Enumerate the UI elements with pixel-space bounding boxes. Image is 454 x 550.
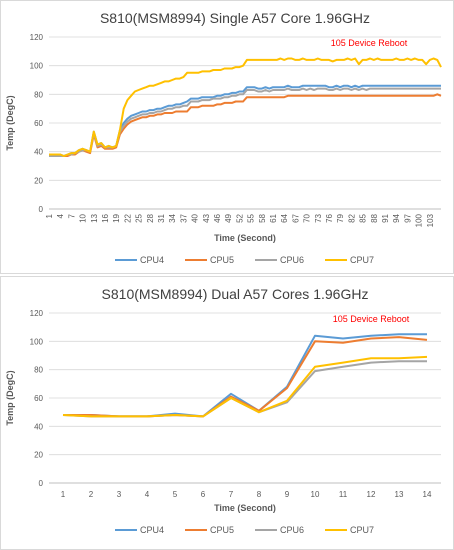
y-tick-label: 80	[34, 90, 43, 99]
series-line-cpu7	[62, 355, 428, 418]
x-tick-label: 28	[146, 213, 155, 222]
x-tick-label: 85	[359, 213, 368, 222]
chart-title: S810(MSM8994) Single A57 Core 1.96GHz	[100, 10, 370, 26]
x-tick-label: 6	[201, 490, 206, 499]
x-tick-label: 11	[339, 490, 348, 499]
x-tick-label: 61	[269, 213, 278, 222]
y-axis-label: Temp (DegC)	[5, 95, 15, 150]
x-axis-label: Time (Second)	[214, 233, 276, 243]
x-tick-label: 31	[157, 213, 166, 222]
y-tick-label: 100	[30, 337, 44, 346]
legend-label: CPU6	[280, 525, 304, 535]
legend-label: CPU5	[210, 255, 234, 265]
y-tick-label: 120	[30, 33, 44, 42]
x-tick-label: 79	[336, 213, 345, 222]
y-tick-label: 120	[30, 309, 44, 318]
x-tick-label: 67	[291, 213, 300, 222]
x-tick-label: 1	[61, 490, 66, 499]
x-tick-label: 2	[89, 490, 94, 499]
x-tick-label: 76	[325, 213, 334, 222]
x-tick-label: 10	[311, 490, 320, 499]
x-tick-label: 7	[229, 490, 234, 499]
x-tick-label: 58	[258, 213, 267, 222]
x-tick-label: 55	[247, 213, 256, 222]
legend-label: CPU4	[140, 525, 164, 535]
legend-label: CPU6	[280, 255, 304, 265]
legend-label: CPU7	[350, 255, 374, 265]
y-tick-label: 0	[39, 205, 44, 214]
y-tick-label: 40	[34, 422, 43, 431]
x-tick-label: 12	[367, 490, 376, 499]
x-tick-label: 5	[173, 490, 178, 499]
x-tick-label: 97	[403, 213, 412, 222]
y-tick-label: 0	[39, 479, 44, 488]
x-tick-label: 37	[179, 213, 188, 222]
x-tick-label: 1	[45, 213, 54, 218]
x-tick-label: 22	[123, 213, 132, 222]
y-axis-label: Temp (DegC)	[5, 370, 15, 425]
y-tick-label: 20	[34, 176, 43, 185]
x-tick-label: 64	[280, 213, 289, 222]
chart-title: S810(MSM8994) Dual A57 Cores 1.96GHz	[102, 286, 369, 302]
series-line-cpu5	[49, 93, 442, 157]
x-tick-label: 19	[112, 213, 121, 222]
x-tick-label: 100	[415, 213, 424, 227]
x-tick-label: 13	[395, 490, 404, 499]
x-tick-label: 4	[56, 213, 65, 218]
x-tick-label: 70	[303, 213, 312, 222]
y-tick-label: 80	[34, 366, 43, 375]
x-tick-label: 13	[90, 213, 99, 222]
x-tick-label: 14	[423, 490, 432, 499]
x-tick-label: 73	[314, 213, 323, 222]
x-tick-label: 103	[426, 213, 435, 227]
x-tick-label: 94	[392, 213, 401, 222]
x-tick-label: 52	[235, 213, 244, 222]
legend-label: CPU4	[140, 255, 164, 265]
x-tick-label: 4	[145, 490, 150, 499]
x-tick-label: 25	[135, 213, 144, 222]
x-tick-label: 9	[285, 490, 290, 499]
legend-label: CPU5	[210, 525, 234, 535]
x-tick-label: 3	[117, 490, 122, 499]
y-tick-label: 20	[34, 451, 43, 460]
x-axis-label: Time (Second)	[214, 503, 276, 513]
chart-single-core: S810(MSM8994) Single A57 Core 1.96GHz 0 20…	[5, 10, 442, 265]
x-tick-label: 8	[257, 490, 262, 499]
x-tick-label: 82	[347, 213, 356, 222]
x-tick-label: 91	[381, 213, 390, 222]
y-tick-label: 40	[34, 148, 43, 157]
series-line-cpu7	[49, 57, 442, 157]
x-tick-label: 40	[191, 213, 200, 222]
x-tick-label: 16	[101, 213, 110, 222]
x-tick-label: 10	[79, 213, 88, 222]
y-tick-label: 60	[34, 119, 43, 128]
chart-dual-core: S810(MSM8994) Dual A57 Cores 1.96GHz 0 20 4…	[5, 286, 441, 535]
x-tick-label: 7	[67, 213, 76, 218]
x-tick-label: 34	[168, 213, 177, 222]
chart-panel-single-core: S810(MSM8994) Single A57 Core 1.96GHz 0 20…	[0, 0, 454, 274]
x-tick-label: 88	[370, 213, 379, 222]
x-tick-label: 46	[213, 213, 222, 222]
x-tick-label: 49	[224, 213, 233, 222]
reboot-annotation: 105 Device Reboot	[333, 314, 410, 324]
reboot-annotation: 105 Device Reboot	[331, 38, 408, 48]
y-tick-label: 60	[34, 394, 43, 403]
chart-panel-dual-core: S810(MSM8994) Dual A57 Cores 1.96GHz 0 20 4…	[0, 276, 454, 550]
x-tick-label: 43	[202, 213, 211, 222]
y-tick-label: 100	[30, 62, 44, 71]
legend-label: CPU7	[350, 525, 374, 535]
